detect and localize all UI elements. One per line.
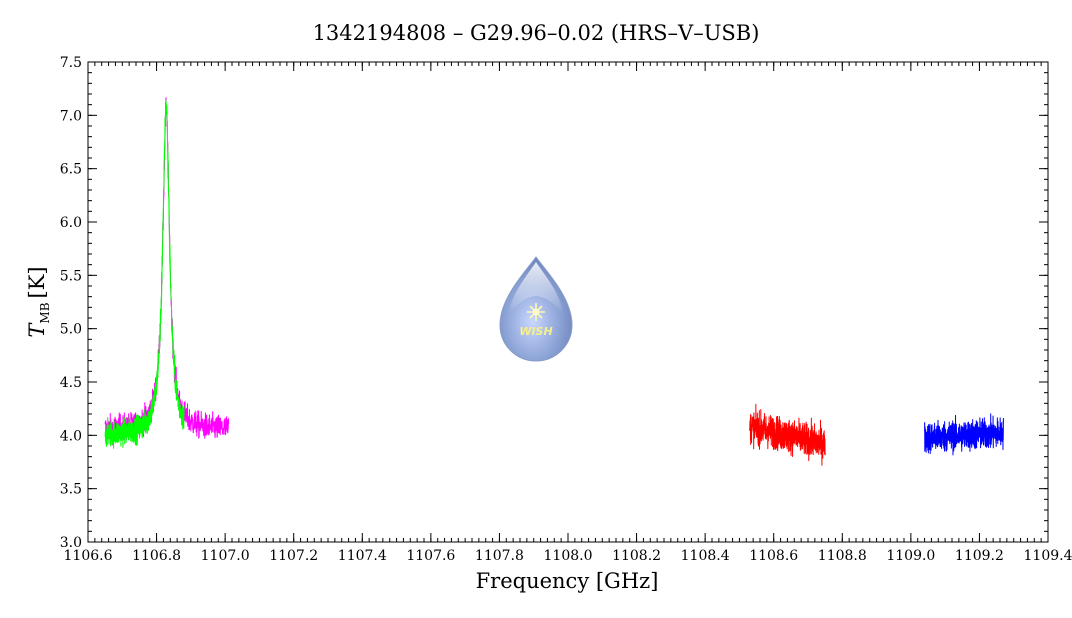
y-tick-label: 4.5	[60, 375, 82, 391]
x-axis-label: Frequency [GHz]	[476, 569, 659, 593]
y-tick-label: 5.0	[60, 322, 82, 338]
series-3-line	[749, 403, 826, 466]
x-tick-label: 1108.6	[749, 548, 798, 564]
y-axis-label: TMB [K]	[25, 266, 52, 337]
x-tick-label: 1108.4	[681, 548, 730, 564]
series-1-line	[104, 97, 230, 446]
axis-ticks	[87, 61, 1049, 543]
y-axis-label-main: T	[25, 322, 49, 338]
y-tick-label: 6.5	[60, 162, 82, 178]
y-tick-label: 4.0	[60, 428, 82, 444]
star-core-icon	[532, 308, 540, 316]
x-tick-label: 1107.4	[338, 548, 387, 564]
x-tick-label: 1106.6	[64, 548, 113, 564]
chart-title: 1342194808 – G29.96–0.02 (HRS–V–USB)	[313, 21, 760, 45]
x-tick-label: 1108.8	[818, 548, 867, 564]
y-tick-label: 7.0	[60, 108, 82, 124]
x-tick-label: 1109.0	[886, 548, 935, 564]
y-tick-label: 3.0	[60, 535, 82, 551]
x-tick-label: 1108.0	[544, 548, 593, 564]
drop-highlight-icon	[509, 262, 563, 314]
series-4-line	[924, 413, 1004, 456]
logo-text: WISH	[519, 325, 552, 338]
wish-logo: WISH	[499, 256, 573, 362]
y-tick-label: 6.0	[60, 215, 82, 231]
x-tick-label: 1109.2	[955, 548, 1004, 564]
y-tick-label: 5.5	[60, 268, 82, 284]
x-tick-label: 1109.4	[1024, 548, 1072, 564]
x-tick-label: 1107.6	[406, 548, 455, 564]
y-axis-label-unit: [K]	[25, 266, 49, 298]
x-tick-label: 1107.8	[475, 548, 524, 564]
series-2-line	[104, 100, 185, 449]
plot-frame	[87, 61, 1049, 543]
x-tick-label: 1107.0	[201, 548, 250, 564]
x-tick-label: 1106.8	[132, 548, 181, 564]
svg-text:TMB[K]: TMB [K]	[25, 266, 52, 337]
axes-layer: 1106.6 1106.8 1107.0 1107.2 1107.4 1107.6 1107…	[60, 55, 1072, 564]
series-layer	[104, 97, 1004, 466]
y-tick-label: 3.5	[60, 482, 82, 498]
x-tick-label: 1107.2	[269, 548, 318, 564]
x-tick-label: 1108.2	[612, 548, 661, 564]
y-tick-label: 7.5	[60, 55, 82, 71]
y-axis-label-sub: MB	[38, 302, 52, 323]
